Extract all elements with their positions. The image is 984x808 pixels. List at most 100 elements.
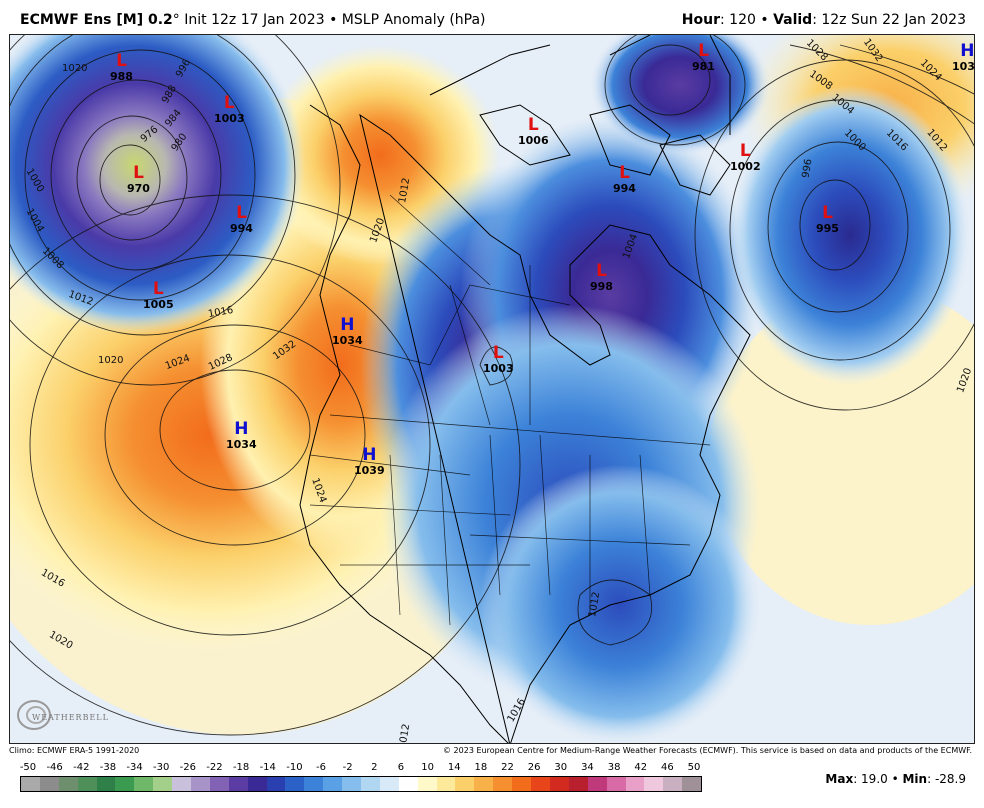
colorbar-segment — [512, 777, 532, 791]
center-letter: L — [116, 51, 127, 71]
center-value: 981 — [692, 60, 715, 73]
low-pressure-center: L 995 — [816, 203, 839, 235]
colorbar-segment — [474, 777, 494, 791]
title-left: ECMWF Ens [M] 0.2° Init 12z 17 Jan 2023 … — [20, 12, 486, 28]
center-letter: L — [619, 163, 630, 183]
colorbar-tick-label: -14 — [259, 762, 276, 773]
colorbar-tick-label: 18 — [474, 762, 488, 773]
center-letter: H — [234, 419, 249, 439]
colorbar-segment — [323, 777, 343, 791]
center-value: 1003 — [214, 112, 245, 125]
colorbar-segment — [455, 777, 475, 791]
colorbar-tick-label: -42 — [73, 762, 90, 773]
colorbar-segment — [436, 777, 456, 791]
init-time: Init 12z 17 Jan 2023 — [179, 12, 325, 28]
colorbar-segment — [379, 777, 399, 791]
colorbar-segment — [644, 777, 664, 791]
low-pressure-center: L 994 — [230, 203, 253, 235]
colorbar-tick-label: -50 — [19, 762, 37, 773]
colorbar-segment — [663, 777, 683, 791]
high-pressure-center: H 1034 — [332, 315, 363, 347]
center-letter: L — [133, 163, 144, 183]
colorbar-ticks: -50 -46 -42 -38 -34 -30 -26 -22 -18 -14 -10 -6 -2 2 6 1… — [20, 762, 702, 776]
colorbar-tick-label: -30 — [153, 762, 170, 773]
colorbar-segment — [153, 777, 173, 791]
colorbar-tick-label: 22 — [501, 762, 514, 773]
hour-label: Hour — [681, 12, 720, 28]
max-label: Max — [825, 772, 854, 786]
low-pressure-center: L 998 — [590, 261, 613, 293]
header: ECMWF Ens [M] 0.2° Init 12z 17 Jan 2023 … — [0, 0, 984, 34]
center-value: 1006 — [518, 134, 549, 147]
colorbar-segment — [587, 777, 607, 791]
low-pressure-center: L 970 — [127, 163, 150, 195]
colorbar-segment — [682, 777, 702, 791]
hour-value: : 120 — [720, 12, 756, 28]
colorbar-segment — [228, 777, 248, 791]
colorbar-tick-label: -10 — [286, 762, 303, 773]
high-pressure-center: H 1034 — [226, 419, 257, 451]
center-value: 1002 — [730, 160, 761, 173]
colorbar-tick-label: 26 — [527, 762, 541, 773]
colorbar-tick-label: -38 — [99, 762, 117, 773]
center-letter: L — [596, 261, 607, 281]
colorbar-segment — [568, 777, 588, 791]
max-min-readout: Max: 19.0 • Min: -28.9 — [825, 772, 966, 786]
colorbar-segment — [342, 777, 362, 791]
colorbar-tick-label: 2 — [371, 762, 378, 773]
center-letter: L — [236, 203, 247, 223]
map-graphic — [10, 35, 974, 743]
colorbar-tick-label: 42 — [634, 762, 648, 773]
center-letter: L — [223, 93, 235, 113]
colorbar-tick-label: -6 — [316, 762, 327, 773]
high-pressure-center: H1035 — [952, 43, 974, 73]
center-letter: L — [739, 141, 751, 161]
colorbar-segment — [191, 777, 210, 791]
min-label: Min — [902, 772, 928, 786]
center-letter: H — [362, 445, 377, 465]
colorbar-segment — [493, 777, 513, 791]
valid-label: Valid — [773, 12, 813, 28]
min-value: : -28.9 — [927, 772, 966, 786]
colorbar-segment — [361, 777, 380, 791]
isobar-label: 1020 — [62, 63, 88, 74]
low-pressure-center: L 1006 — [518, 117, 549, 147]
map[interactable]: 996 988 984 980 976 1000 1004 1008 1012 1016 1020 1… — [9, 34, 975, 744]
low-pressure-center: L 1002 — [730, 141, 761, 173]
max-value: : 19.0 — [853, 772, 888, 786]
field-name: MSLP Anomaly (hPa) — [341, 12, 486, 28]
center-value: 1034 — [332, 334, 363, 347]
model-name: ECMWF Ens [M] 0.2 — [20, 12, 173, 28]
center-letter: H — [340, 315, 355, 335]
isobar-label: 1020 — [98, 355, 124, 366]
colorbar-tick-label: 6 — [397, 762, 405, 773]
colorbar-bar — [20, 776, 702, 792]
colorbar-tick-label: 10 — [421, 762, 434, 773]
colorbar-tick-label: -34 — [126, 762, 143, 773]
colorbar-segment — [39, 777, 59, 791]
climo-note: Climo: ECMWF ERA-5 1991-2020 — [9, 746, 140, 755]
colorbar-tick-label: -2 — [342, 762, 353, 773]
colorbar-segment — [115, 777, 135, 791]
colorbar-tick-label: -46 — [46, 762, 63, 773]
center-value: 1003 — [483, 362, 514, 375]
center-letter: L — [152, 279, 164, 299]
colorbar-segment — [398, 777, 418, 791]
colorbar-tick-label: -22 — [206, 762, 223, 773]
colorbar-segment — [247, 777, 267, 791]
low-pressure-center: L 1005 — [143, 279, 174, 311]
center-value: 1034 — [226, 438, 257, 451]
colorbar: -50 -46 -42 -38 -34 -30 -26 -22 -18 -14 -10 -6 -2 2 6 1… — [20, 762, 702, 798]
bullet: • — [755, 12, 774, 28]
center-value: 995 — [816, 222, 839, 235]
low-pressure-center: L 1003 — [483, 345, 514, 375]
low-pressure-center: L 1003 — [214, 93, 245, 125]
colorbar-segment — [77, 777, 97, 791]
colorbar-segment — [304, 777, 324, 791]
colorbar-tick-label: 30 — [554, 762, 568, 773]
center-letter: L — [822, 203, 833, 223]
colorbar-tick-label: 14 — [447, 762, 461, 773]
colorbar-segment — [134, 777, 154, 791]
colorbar-tick-label: 50 — [687, 762, 701, 773]
logo-text: WEATHERBELL — [32, 713, 109, 722]
